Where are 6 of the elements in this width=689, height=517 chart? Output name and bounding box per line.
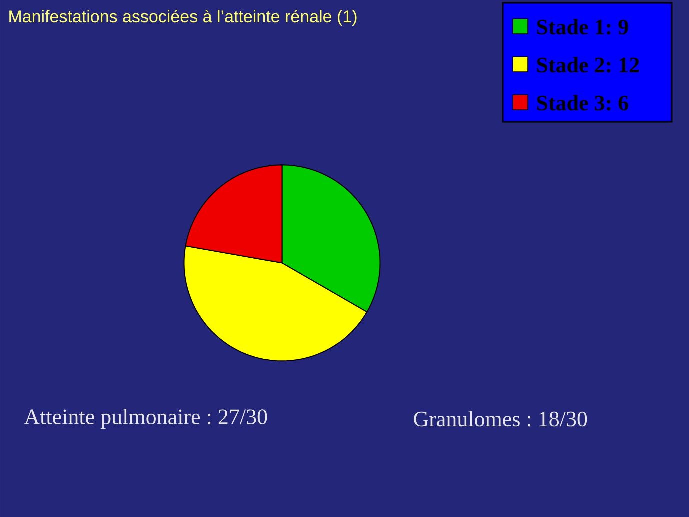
text: Atteinte pulmonaire : 27/30 (24, 409, 268, 429)
legend-label: Stade 3: 6 (537, 95, 628, 111)
legend-label: Stade 1: 9 (537, 19, 628, 35)
chart-title: Manifestations associées à l’atteinte rénale (1) (10, 10, 357, 26)
legend-label: Stade 2: 12 (537, 57, 640, 73)
text: Granulomes : 18/30 (414, 411, 588, 427)
